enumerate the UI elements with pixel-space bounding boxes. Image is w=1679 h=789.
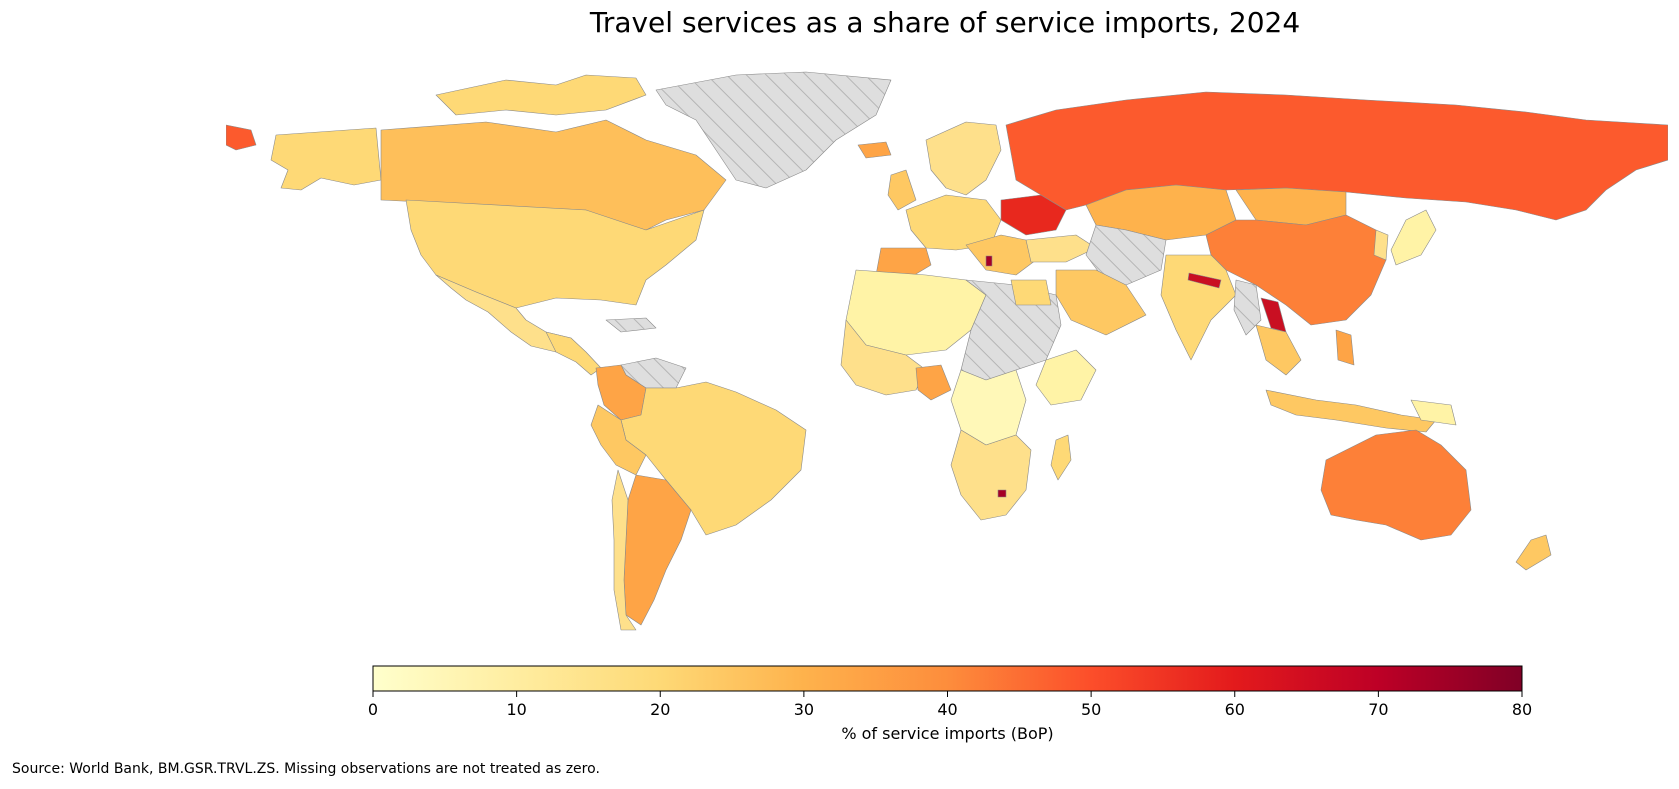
region-indonesia: [1265, 389, 1437, 433]
region-usa: [405, 199, 705, 309]
region-chile: [611, 469, 637, 631]
region-argentina: [623, 474, 692, 626]
colorbar-tick-label: 50: [1080, 700, 1102, 719]
colorbar-tick-label: 70: [1368, 700, 1389, 719]
region-greenland: [655, 71, 892, 189]
region-iran: [1085, 224, 1167, 286]
region-new-zealand: [1515, 534, 1552, 571]
colorbar-tick-label: 20: [650, 700, 671, 719]
colorbar-gradient: [372, 665, 1523, 692]
region-west-africa: [840, 319, 927, 396]
region-iceland: [857, 141, 892, 159]
region-australia: [1320, 429, 1472, 541]
region-lesotho: [997, 489, 1007, 498]
region-nigeria: [915, 364, 952, 401]
region-madagascar: [1050, 434, 1072, 481]
colorbar-tick-label: 40: [937, 700, 958, 719]
region-scandinavia: [925, 121, 1002, 196]
colorbar-label: % of service imports (BoP): [841, 724, 1054, 743]
region-montenegro: [985, 255, 993, 267]
colorbar-tick-label: 80: [1511, 700, 1533, 719]
region-egypt: [1010, 279, 1052, 306]
region-south-africa: [950, 429, 1032, 521]
region-korea: [1373, 229, 1389, 261]
region-east-africa: [1035, 349, 1097, 406]
colorbar-tick-label: 60: [1224, 700, 1245, 719]
colorbar-tick-label: 10: [506, 700, 527, 719]
region-china: [1205, 214, 1387, 326]
region-myanmar: [1233, 279, 1262, 336]
region-philippines: [1335, 329, 1355, 366]
region-japan: [1390, 209, 1437, 266]
chart-title: Travel services as a share of service im…: [589, 6, 1301, 39]
world-map: [226, 71, 1668, 631]
region-uk: [887, 169, 917, 211]
region-india: [1160, 254, 1237, 361]
region-nepal: [1187, 272, 1222, 289]
source-note: Source: World Bank, BM.GSR.TRVL.ZS. Miss…: [12, 761, 600, 777]
region-north-africa: [845, 269, 987, 356]
colorbar-tick-label: 0: [367, 700, 379, 719]
colorbar-tick-label: 30: [793, 700, 815, 719]
region-turkey: [1025, 234, 1097, 263]
region-arctic-islands: [435, 74, 647, 116]
region-spain: [875, 247, 932, 281]
region-caribbean: [605, 317, 657, 333]
region-alaska: [270, 127, 382, 191]
region-russia-west-tip: [226, 124, 257, 151]
region-se-asia: [1255, 324, 1302, 376]
region-central-america: [545, 331, 602, 376]
region-papua: [1410, 399, 1457, 426]
region-middle-east: [1055, 269, 1147, 336]
